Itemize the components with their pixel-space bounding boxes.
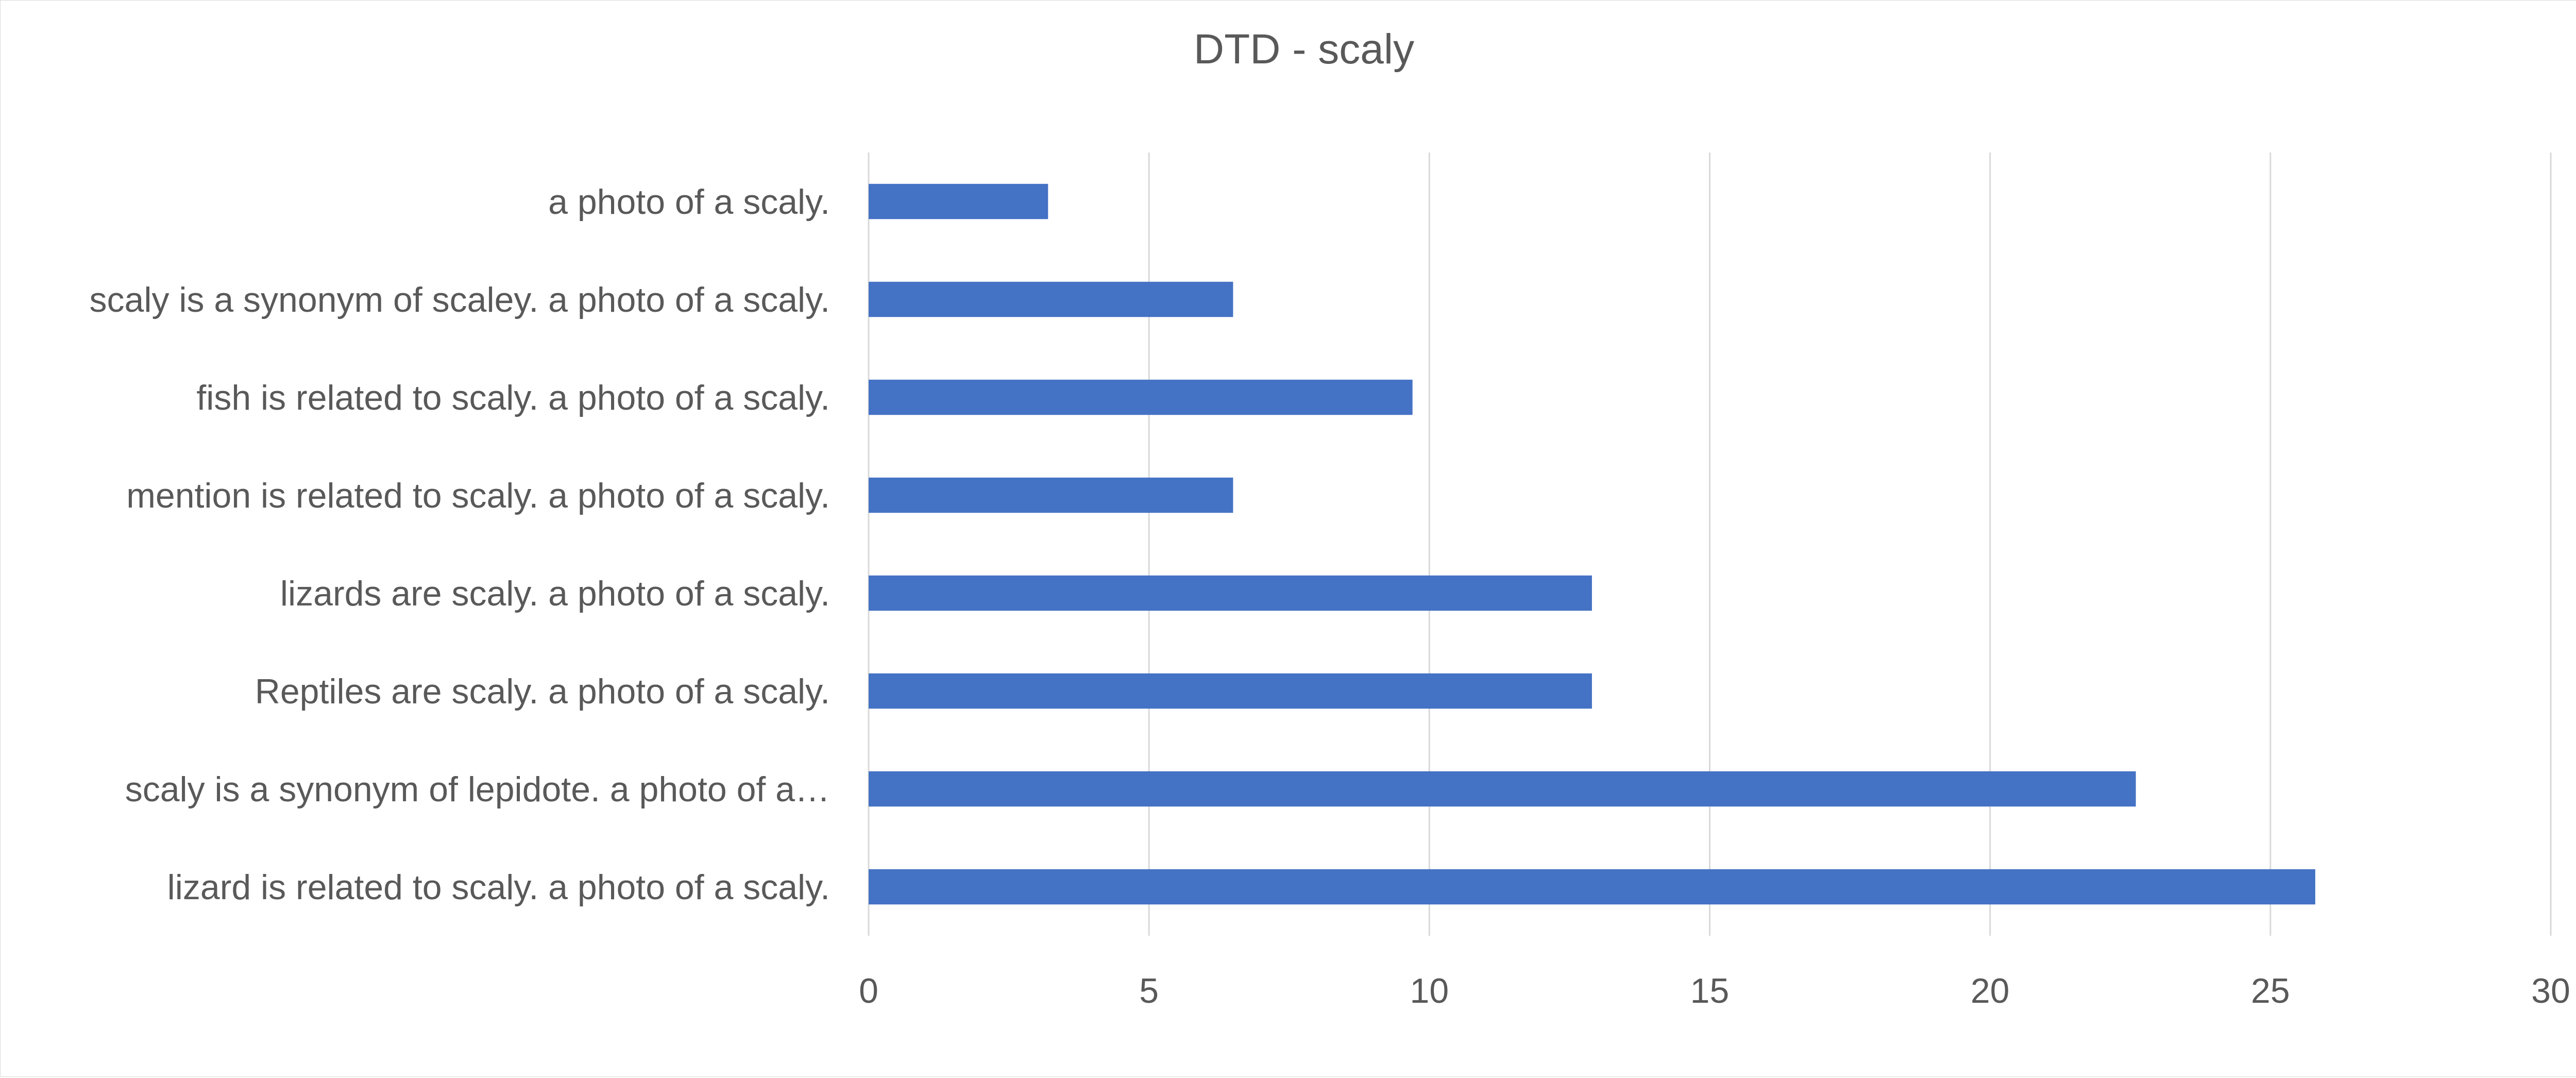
category-labels: a photo of a scaly. scaly is a synonym of…: [90, 182, 830, 907]
gridlines: [868, 153, 2552, 936]
x-tick-label: 0: [859, 971, 878, 1010]
x-tick-label: 10: [1410, 971, 1449, 1010]
category-label: a photo of a scaly.: [548, 182, 830, 222]
chart-title: DTD - scaly: [1194, 26, 1414, 73]
bar: [869, 379, 1413, 415]
x-tick-label: 5: [1139, 971, 1159, 1010]
category-label: lizards are scaly. a photo of a scaly.: [280, 574, 830, 613]
category-label: scaly is a synonym of lepidote. a photo …: [125, 770, 830, 809]
bar: [869, 771, 2136, 807]
category-label: Reptiles are scaly. a photo of a scaly.: [255, 672, 830, 711]
x-tick-label: 20: [1971, 971, 2010, 1010]
bar: [869, 575, 1592, 611]
x-tick-label: 30: [2531, 971, 2570, 1010]
bar: [869, 281, 1233, 317]
category-label: lizard is related to scaly. a photo of a…: [167, 868, 830, 907]
category-label: scaly is a synonym of scaley. a photo of…: [90, 280, 830, 319]
bars: [869, 183, 2315, 905]
x-tick-label: 25: [2251, 971, 2290, 1010]
bar: [869, 869, 2315, 905]
x-tick-label: 15: [1690, 971, 1730, 1010]
x-tick-labels: 0 5 10 15 20 25 30: [859, 971, 2570, 1010]
bar: [869, 673, 1592, 709]
category-label: fish is related to scaly. a photo of a s…: [196, 378, 830, 417]
category-label: mention is related to scaly. a photo of …: [126, 476, 830, 515]
bar: [869, 477, 1233, 513]
bar: [869, 183, 1048, 220]
